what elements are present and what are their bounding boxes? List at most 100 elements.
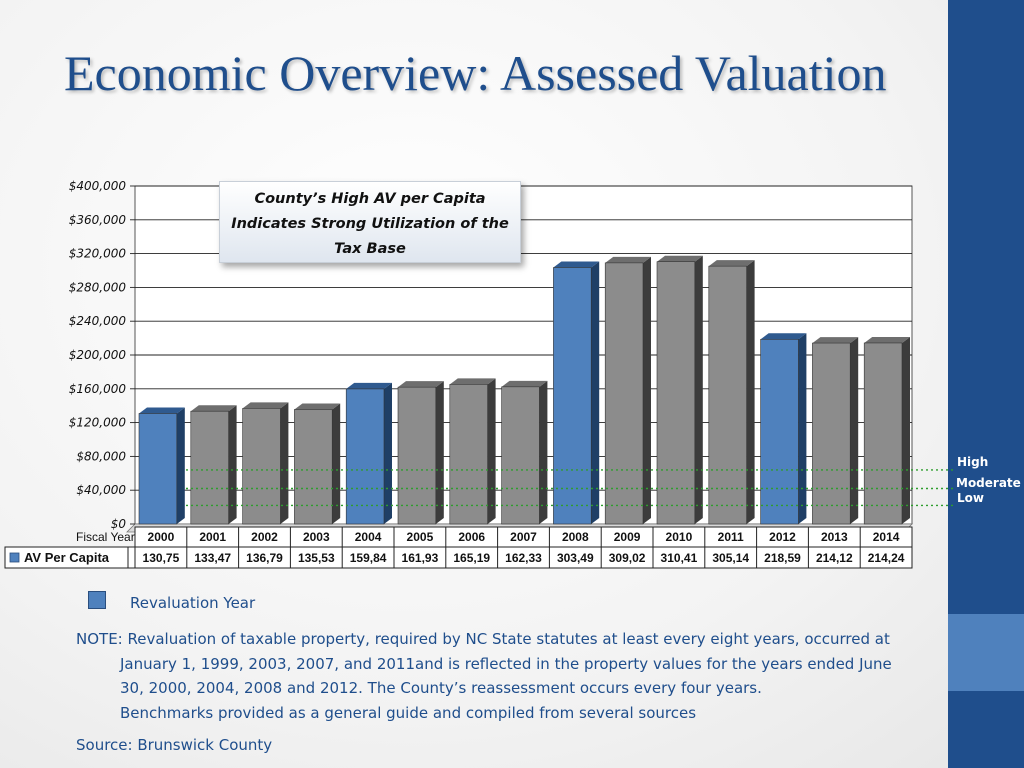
bar-side: [798, 333, 807, 524]
bar-side: [487, 378, 496, 524]
bar-side: [902, 336, 910, 524]
x-tick-label: 2000: [148, 530, 175, 544]
bar: [294, 409, 333, 525]
bar: [138, 413, 178, 525]
bar-top: [657, 255, 703, 262]
data-label: 130,75: [143, 551, 180, 565]
x-tick-label: 2012: [769, 530, 796, 544]
y-tick-label: $80,000: [76, 449, 126, 463]
bar-side: [384, 382, 392, 524]
bar: [449, 384, 488, 525]
x-tick-label: 2010: [666, 530, 693, 544]
callout-box: County’s High AV per Capita Indicates St…: [219, 181, 521, 263]
x-tick-label: 2009: [614, 530, 641, 544]
bar: [812, 342, 851, 525]
y-tick-label: $280,000: [69, 280, 127, 294]
note-text: NOTE: Revaluation of taxable property, r…: [76, 627, 946, 725]
x-tick-label: 2014: [873, 530, 900, 544]
x-tick-label: 2005: [407, 530, 434, 544]
data-label: 161,93: [402, 551, 439, 565]
source-text: Source: Brunswick County: [76, 736, 273, 754]
bar: [553, 267, 592, 525]
bar-top: [812, 337, 859, 344]
bar: [760, 338, 799, 525]
benchmark-label-low: Low: [957, 491, 984, 505]
y-tick-label: $240,000: [69, 314, 127, 328]
data-label: 136,79: [246, 551, 283, 565]
bar-side: [280, 402, 289, 524]
y-tick-label: $160,000: [69, 382, 127, 396]
bar-top: [449, 378, 496, 385]
bar: [604, 262, 644, 525]
note-line: NOTE: Revaluation of taxable property, r…: [76, 630, 890, 648]
bar-top: [190, 405, 237, 412]
y-tick-label: $0: [111, 517, 127, 531]
bar: [190, 410, 229, 525]
series-legend-key: [9, 552, 20, 563]
data-label: 214,24: [868, 551, 905, 565]
x-tick-label: 2007: [510, 530, 537, 544]
bar-side: [850, 337, 859, 524]
bar-top: [708, 260, 755, 267]
note-line: Benchmarks provided as a general guide a…: [120, 703, 697, 722]
bar-top: [605, 256, 651, 263]
bar-top: [346, 382, 392, 389]
x-tick-label: 2001: [199, 530, 226, 544]
bar-side: [591, 261, 600, 524]
data-label: 165,19: [453, 551, 490, 565]
data-label: 135,53: [298, 551, 335, 565]
bar-top: [294, 403, 341, 410]
bar: [656, 261, 696, 525]
note-line: 30, 2000, 2004, 2008 and 2012. The Count…: [120, 679, 762, 697]
y-tick-label: $200,000: [69, 348, 127, 362]
benchmark-label-high: High: [957, 455, 989, 469]
data-label: 303,49: [557, 551, 594, 565]
revaluation-legend-label: Revaluation Year: [130, 594, 256, 612]
bar: [501, 386, 540, 525]
data-label: 310,41: [661, 551, 698, 565]
bar: [863, 342, 903, 525]
x-tick-label: 2006: [458, 530, 485, 544]
data-label: 218,59: [764, 551, 801, 565]
x-tick-label: 2013: [821, 530, 848, 544]
bar: [242, 408, 281, 525]
x-tick-label: 2008: [562, 530, 589, 544]
bar: [397, 386, 437, 525]
slide-title: Economic Overview: Assessed Valuation: [64, 45, 887, 101]
data-label: 309,02: [609, 551, 646, 565]
x-tick-label: 2003: [303, 530, 330, 544]
bar-top: [760, 333, 807, 340]
bar-top: [139, 407, 185, 414]
data-label: 305,14: [712, 551, 749, 565]
bar: [345, 388, 385, 525]
bar-top: [242, 402, 289, 409]
bar-side: [643, 256, 651, 524]
bar-side: [228, 405, 237, 524]
bar-side: [332, 403, 341, 524]
data-label: 162,33: [505, 551, 542, 565]
bar-top: [398, 381, 444, 388]
bar-side: [694, 255, 703, 524]
revaluation-legend-swatch: [88, 591, 106, 609]
x-tick-label: 2004: [355, 530, 382, 544]
data-label: 214,12: [816, 551, 853, 565]
bar-top: [501, 380, 548, 387]
benchmark-label-moderate: Moderate: [956, 476, 1021, 490]
bar-side: [746, 260, 755, 524]
side-decor-accent: [948, 614, 1024, 691]
bar-top: [864, 336, 910, 343]
y-tick-label: $400,000: [69, 179, 127, 193]
y-tick-label: $120,000: [69, 416, 127, 430]
x-axis-title: Fiscal Year: [76, 530, 135, 544]
bar-side: [539, 380, 548, 524]
data-label: 159,84: [350, 551, 387, 565]
bar-side: [176, 407, 185, 524]
bar-side: [435, 381, 444, 524]
x-tick-label: 2002: [251, 530, 278, 544]
data-label: 133,47: [194, 551, 231, 565]
y-tick-label: $40,000: [76, 483, 126, 497]
y-tick-label: $320,000: [69, 247, 127, 261]
note-line: January 1, 1999, 2003, 2007, and 2011and…: [120, 654, 892, 673]
x-tick-label: 2011: [718, 530, 744, 544]
series-legend-label: AV Per Capita: [24, 550, 110, 565]
